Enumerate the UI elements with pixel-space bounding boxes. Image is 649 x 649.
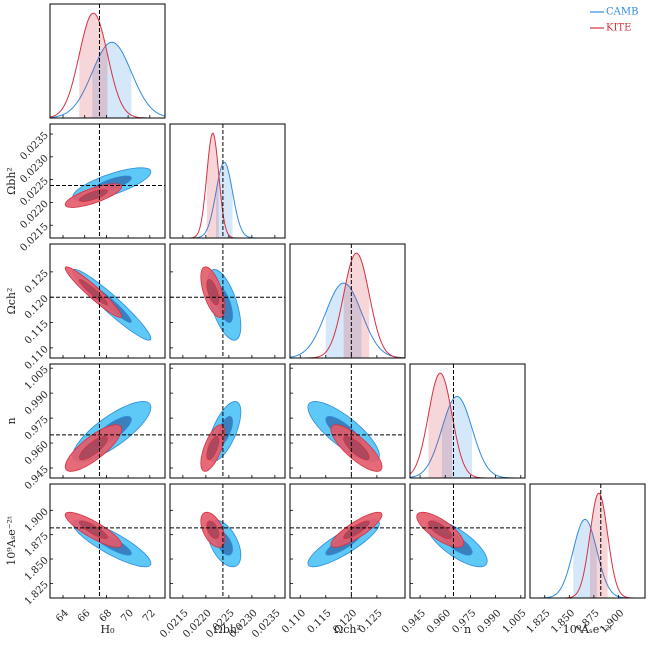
x-tick-label: 0.110 xyxy=(280,608,308,636)
panel xyxy=(170,364,285,478)
panel-frame xyxy=(289,363,406,479)
x-axis-label: 10⁹Aₛe⁻²ᵗ xyxy=(563,623,613,636)
x-tick-label: 1.825 xyxy=(525,608,553,636)
contour-1sigma xyxy=(206,520,220,539)
sigma-band xyxy=(216,162,233,238)
y-tick-label: 0.990 xyxy=(23,389,51,417)
panel-frame xyxy=(49,483,166,599)
y-tick-label: 1.900 xyxy=(23,506,51,534)
y-tick-label: 0.975 xyxy=(23,414,51,442)
x-tick-label: 0.960 xyxy=(425,608,453,636)
density-curve xyxy=(410,372,525,478)
y-axis-label: n xyxy=(5,417,18,424)
panel xyxy=(50,124,165,238)
legend-entry: CAMB xyxy=(590,7,638,18)
contour-1sigma xyxy=(78,435,108,461)
panel xyxy=(170,124,285,238)
sigma-band xyxy=(79,13,108,118)
sigma-band xyxy=(343,253,370,358)
panel-frame xyxy=(49,3,166,119)
panel xyxy=(410,484,525,598)
x-tick-label: 70 xyxy=(119,608,136,625)
x-tick-label: 72 xyxy=(141,608,158,625)
panel xyxy=(290,364,405,478)
sigma-band xyxy=(573,519,597,598)
panel xyxy=(530,484,645,598)
y-tick-label: 1.825 xyxy=(23,579,51,607)
x-axis-label: n xyxy=(464,623,471,636)
x-tick-label: 66 xyxy=(76,608,93,625)
legend-label: CAMB xyxy=(606,7,638,18)
panel-frame xyxy=(289,483,406,599)
density-curve xyxy=(530,492,645,598)
sigma-band xyxy=(325,283,362,358)
y-tick-label: 0.960 xyxy=(23,439,51,467)
panel xyxy=(50,4,165,118)
contour-1sigma xyxy=(78,189,108,202)
y-axis-label: Ωch² xyxy=(5,288,18,315)
panel xyxy=(50,364,165,478)
y-axis-label: Ωbh² xyxy=(5,167,18,195)
panel-frame xyxy=(169,243,286,359)
contour-1sigma xyxy=(206,435,220,461)
panel xyxy=(50,244,165,358)
panel-frame xyxy=(289,243,406,359)
panel-frame xyxy=(49,363,166,479)
y-tick-label: 0.115 xyxy=(23,319,51,347)
x-axis-label: Ωbh² xyxy=(214,623,242,636)
x-tick-label: 0.990 xyxy=(475,608,503,636)
y-axis-label: 10⁹Aₛe⁻²ᵗ xyxy=(5,516,18,566)
contour-1sigma xyxy=(343,520,370,539)
density-curve xyxy=(50,41,165,118)
x-tick-label: 1.005 xyxy=(501,608,529,636)
x-tick-label: 64 xyxy=(54,608,71,625)
sigma-band xyxy=(428,373,452,478)
panel xyxy=(170,484,285,598)
panel xyxy=(410,364,525,478)
y-tick-label: 0.945 xyxy=(23,464,51,492)
y-tick-label: 1.850 xyxy=(23,555,51,583)
density-curve xyxy=(290,282,405,358)
contour-1sigma xyxy=(343,435,370,461)
y-tick-label: 0.120 xyxy=(23,293,51,321)
y-tick-label: 1.875 xyxy=(23,531,51,559)
x-tick-label: 0.125 xyxy=(357,608,385,636)
panel xyxy=(170,244,285,358)
y-tick-label: 0.110 xyxy=(23,344,51,372)
panel-frame xyxy=(169,123,286,239)
sigma-band xyxy=(92,42,132,118)
panel xyxy=(50,484,165,598)
panel xyxy=(290,484,405,598)
panel-frame xyxy=(409,483,526,599)
x-tick-label: 0.115 xyxy=(306,608,334,636)
x-tick-label: 0.945 xyxy=(400,608,428,636)
contour-1sigma xyxy=(78,520,108,539)
contour-1sigma xyxy=(206,279,220,306)
sigma-band xyxy=(441,396,473,478)
panel-frame xyxy=(49,243,166,359)
contour-1sigma xyxy=(78,279,108,306)
panel-frame xyxy=(49,123,166,239)
legend-label: KITE xyxy=(606,23,631,34)
panel-frame xyxy=(169,483,286,599)
sigma-band xyxy=(206,133,219,238)
y-tick-label: 0.125 xyxy=(23,268,51,296)
legend-entry: KITE xyxy=(590,23,631,34)
panel xyxy=(290,244,405,358)
panel-frame xyxy=(409,363,526,479)
panel-frame xyxy=(529,483,646,599)
x-axis-label: H₀ xyxy=(100,623,115,636)
panel-frame xyxy=(169,363,286,479)
sigma-band xyxy=(589,493,608,598)
x-axis-label: Ωch² xyxy=(334,623,361,636)
